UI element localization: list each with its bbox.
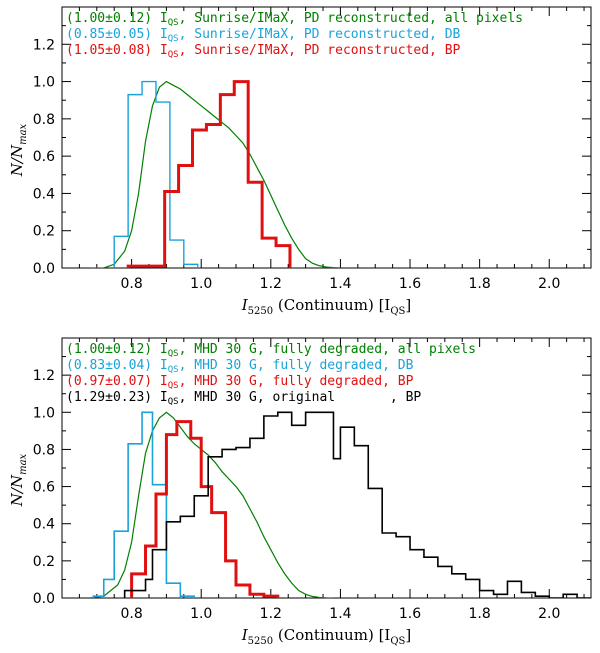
x-tick-label: 2.0 <box>538 276 560 292</box>
x-tick-label: 1.4 <box>329 606 351 622</box>
legend-post: , MHD 30 G, fully degraded, DB <box>179 358 414 373</box>
x-axis-label-sub: 5250 <box>248 306 273 317</box>
legend-sub: QS <box>168 34 179 44</box>
x-axis-label: I5250 (Continuum) [IQS] <box>241 296 412 317</box>
legend-entry: (1.00±0.12) IQS, Sunrise/IMaX, PD recons… <box>66 11 523 28</box>
x-tick-label: 1.2 <box>260 606 282 622</box>
series-group <box>89 411 591 598</box>
y-axis-label-sub: max <box>18 453 29 474</box>
legend-post: , Sunrise/IMaX, PD reconstructed, BP <box>179 43 461 58</box>
series-original-bp <box>123 411 591 598</box>
x-axis-label-rest-sub: QS <box>390 636 405 647</box>
x-axis-label: I5250 (Continuum) [IQS] <box>241 626 412 647</box>
legend-entry: (1.05±0.08) IQS, Sunrise/IMaX, PD recons… <box>66 43 461 60</box>
legend-post: , Sunrise/IMaX, PD reconstructed, all pi… <box>179 11 523 26</box>
y-tick-label: 1.2 <box>33 37 55 53</box>
y-axis-label: N/Nmax <box>8 453 29 507</box>
x-tick-label: 1.4 <box>329 276 351 292</box>
series-group <box>89 80 341 268</box>
x-tick-label: 1.6 <box>399 276 421 292</box>
series-all-pixels <box>89 411 334 598</box>
legend-sub: QS <box>168 365 179 375</box>
x-axis-label-rest-sub: QS <box>390 306 405 317</box>
chart-panel-2: 0.8 1.0 1.2 1.4 1.6 1.8 2.0 0.0 0.2 0.4 0.6 0.8 1.0 1… <box>8 337 592 647</box>
series-db <box>113 80 199 268</box>
legend-pre: (1.00±0.12) I <box>66 11 168 26</box>
x-tick-label: 0.8 <box>120 276 142 292</box>
x-axis-label-main: I <box>241 626 249 644</box>
y-axis-label-main: N/N <box>8 144 26 177</box>
y-tick-label: 0.8 <box>33 442 55 458</box>
y-tick-label: 0.8 <box>33 112 55 128</box>
x-axis-label-rest: (Continuum) [I <box>273 626 390 644</box>
y-tick-label: 0.4 <box>33 517 55 533</box>
y-tick-label: 0.0 <box>33 261 55 277</box>
x-axis-label-sub: 5250 <box>248 636 273 647</box>
legend-pre: (0.85±0.05) I <box>66 27 168 42</box>
legend-entry: (0.85±0.05) IQS, Sunrise/IMaX, PD recons… <box>66 27 461 44</box>
x-axis-label-end: ] <box>405 626 411 644</box>
x-tick-label: 1.6 <box>399 606 421 622</box>
y-axis-label-sub: max <box>18 123 29 144</box>
x-axis-label-rest: (Continuum) [I <box>273 296 390 314</box>
legend-entry: (1.00±0.12) IQS, MHD 30 G, fully degrade… <box>66 342 476 359</box>
x-tick-label: 1.0 <box>190 276 212 292</box>
legend-sub: QS <box>168 349 179 359</box>
x-axis-label-main: I <box>241 296 249 314</box>
series-bp <box>126 80 292 268</box>
series-bp <box>130 420 280 598</box>
legend-entry: (0.83±0.04) IQS, MHD 30 G, fully degrade… <box>66 358 414 375</box>
legend-sub: QS <box>168 397 179 407</box>
y-tick-label: 0.6 <box>33 149 55 165</box>
legend-pre: (0.97±0.07) I <box>66 374 168 389</box>
legend-pre: (1.00±0.12) I <box>66 342 168 357</box>
legend-post: , MHD 30 G, fully degraded, all pixels <box>179 342 476 357</box>
legend-pre: (1.05±0.08) I <box>66 43 168 58</box>
legend-pre: (0.83±0.04) I <box>66 358 168 373</box>
legend-post: , Sunrise/IMaX, PD reconstructed, DB <box>179 27 461 42</box>
series-db <box>92 411 196 598</box>
legend-sub: QS <box>168 381 179 391</box>
x-tick-label: 0.8 <box>120 606 142 622</box>
legend-pre: (1.29±0.23) I <box>66 390 168 405</box>
y-tick-label: 0.2 <box>33 224 55 240</box>
x-tick-label: 1.8 <box>468 276 490 292</box>
y-tick-label: 1.0 <box>33 405 55 421</box>
y-axis-label: N/Nmax <box>8 123 29 177</box>
x-tick-label: 2.0 <box>538 606 560 622</box>
y-tick-label: 1.0 <box>33 75 55 91</box>
x-tick-label: 1.8 <box>468 606 490 622</box>
legend-entry: (0.97±0.07) IQS, MHD 30 G, fully degrade… <box>66 374 414 391</box>
y-tick-label: 1.2 <box>33 368 55 384</box>
series-all-pixels <box>89 80 341 268</box>
y-axis-label-main: N/N <box>8 474 26 507</box>
y-tick-label: 0.6 <box>33 480 55 496</box>
legend-post: , MHD 30 G, fully degraded, BP <box>179 374 414 389</box>
y-tick-label: 0.4 <box>33 186 55 202</box>
legend-sub: QS <box>168 18 179 28</box>
y-tick-label: 0.0 <box>33 591 55 607</box>
x-axis-label-end: ] <box>405 296 411 314</box>
legend-sub: QS <box>168 50 179 60</box>
legend-entry: (1.29±0.23) IQS, MHD 30 G, original , BP <box>66 390 421 407</box>
chart-panel-1: 0.8 1.0 1.2 1.4 1.6 1.8 2.0 0.0 0.2 0.4 0.6 0.8 1.0 1… <box>8 6 592 317</box>
x-tick-label: 1.0 <box>190 606 212 622</box>
y-tick-label: 0.2 <box>33 554 55 570</box>
x-tick-label: 1.2 <box>260 276 282 292</box>
legend-post: , MHD 30 G, original , BP <box>179 390 422 405</box>
